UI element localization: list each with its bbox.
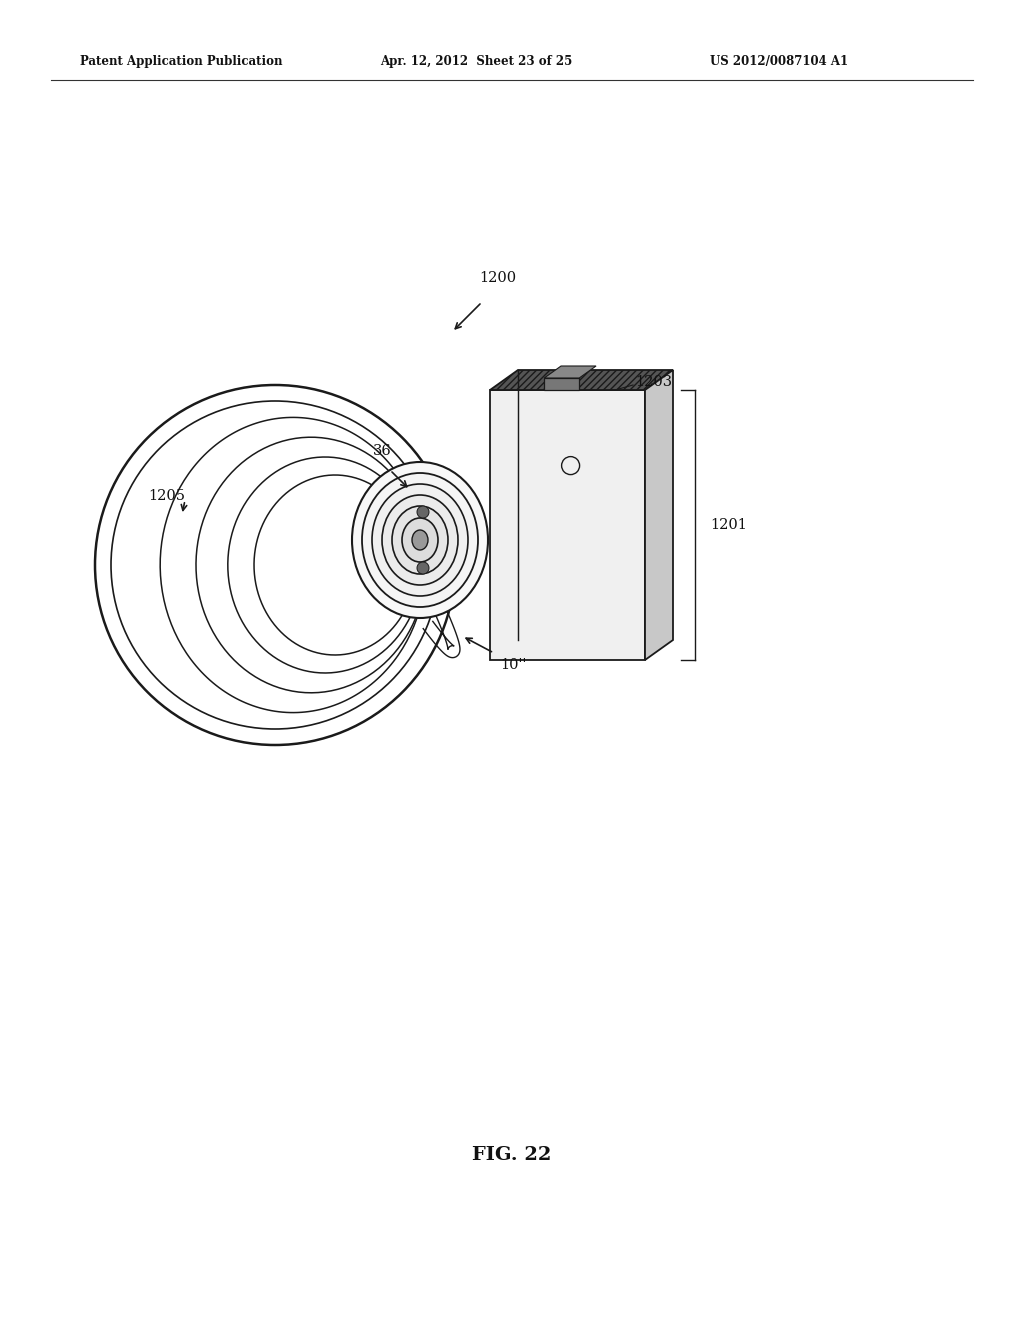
Text: US 2012/0087104 A1: US 2012/0087104 A1 — [710, 55, 848, 69]
Text: 1200: 1200 — [479, 271, 516, 285]
Text: Patent Application Publication: Patent Application Publication — [80, 55, 283, 69]
Polygon shape — [490, 389, 645, 660]
Polygon shape — [645, 370, 673, 660]
Ellipse shape — [382, 495, 458, 585]
Text: 36: 36 — [373, 444, 391, 458]
Polygon shape — [490, 370, 673, 389]
Ellipse shape — [412, 531, 428, 550]
Ellipse shape — [372, 484, 468, 597]
Circle shape — [417, 506, 429, 517]
Text: 1201: 1201 — [710, 517, 746, 532]
Ellipse shape — [352, 462, 488, 618]
Text: 1203: 1203 — [635, 375, 672, 389]
Text: FIG. 22: FIG. 22 — [472, 1146, 552, 1164]
Polygon shape — [544, 378, 580, 389]
Ellipse shape — [392, 506, 449, 574]
Polygon shape — [544, 366, 596, 378]
Text: Apr. 12, 2012  Sheet 23 of 25: Apr. 12, 2012 Sheet 23 of 25 — [380, 55, 572, 69]
Text: 10'': 10'' — [500, 657, 526, 672]
Ellipse shape — [402, 517, 438, 562]
Circle shape — [417, 562, 429, 574]
Ellipse shape — [362, 473, 478, 607]
Text: 1205: 1205 — [148, 488, 185, 503]
